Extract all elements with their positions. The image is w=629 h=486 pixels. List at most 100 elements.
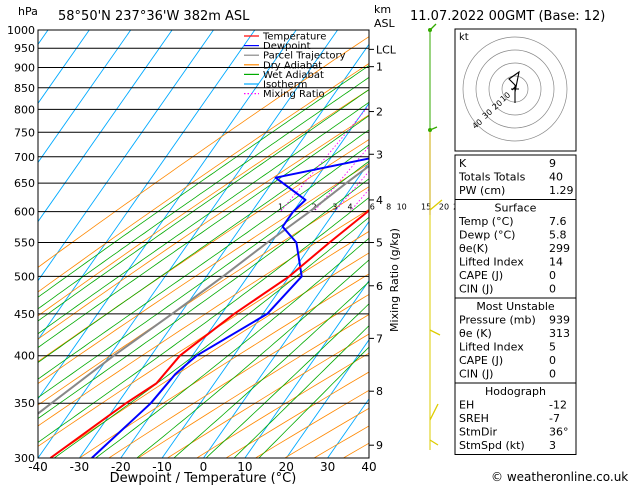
legend-label: Wet Adiabat [263, 70, 324, 81]
datetime-label: 11.07.2022 00GMT (Base: 12) [410, 9, 605, 24]
km-tick-label: 4 [376, 194, 383, 207]
dry-adiabat-line [49, 252, 369, 458]
pressure-tick-label: 1000 [7, 24, 35, 37]
temperature-tick-label: 0 [200, 460, 208, 474]
wind-barb [429, 329, 441, 336]
isotherm-line [120, 102, 369, 458]
wind-profile [428, 23, 443, 450]
isotherm-line [203, 220, 369, 458]
isotherm-line [161, 161, 369, 458]
index-label: PW (cm) [459, 184, 505, 197]
wind-barb [429, 199, 443, 211]
wind-profile-dot [428, 28, 432, 32]
index-label: SREH [459, 412, 489, 425]
parcel-trajectory-line [38, 164, 369, 415]
index-value: -12 [549, 399, 567, 412]
index-label: θe (K) [459, 327, 492, 340]
temperature-tick-label: 10 [237, 460, 252, 474]
index-label: CIN (J) [459, 368, 493, 381]
dry-adiabat-line [38, 208, 369, 427]
pressure-tick-label: 750 [14, 126, 35, 139]
wet-adiabat-line [38, 196, 369, 443]
km-tick-label: 6 [376, 280, 383, 293]
index-value: 0 [549, 283, 556, 296]
km-tick-label: 9 [376, 439, 383, 452]
index-label: CAPE (J) [459, 354, 503, 367]
hodograph-trace [508, 70, 520, 103]
x-axis-label: Dewpoint / Temperature (°C) [110, 471, 297, 486]
pressure-tick-label: 850 [14, 82, 35, 95]
index-label: EH [459, 399, 474, 412]
wet-adiabat-line [38, 76, 369, 310]
pressure-tick-label: 300 [14, 452, 35, 465]
km-tick-label: 8 [376, 385, 383, 398]
isotherm-line [38, 30, 132, 164]
index-value: 14 [549, 256, 563, 269]
index-label: Temp (°C) [458, 215, 514, 228]
temperature-line [49, 209, 369, 458]
legend-label: Dry Adiabat [263, 60, 322, 71]
index-label: Pressure (mb) [459, 314, 536, 327]
index-value: 5.8 [549, 229, 567, 242]
pressure-tick-label: 450 [14, 308, 35, 321]
temperature-tick-labels: -40 -30 -20 -10 0 10 20 30 40 [28, 460, 376, 474]
most-unstable-panel [454, 297, 577, 384]
hodograph-unit-label: kt [459, 32, 469, 43]
mixing-ratio-label: 20 [439, 203, 449, 212]
pressure-tick-labels: 300 350 400 450 500 550 600 650 700 750 800 850 900 9… [7, 24, 35, 465]
index-value: 5 [549, 341, 556, 354]
mixing-ratio-label: 1 [278, 203, 283, 212]
hodograph-ring [488, 62, 542, 116]
mixing-ratio-axis-label: Mixing Ratio (g/kg) [388, 228, 401, 332]
isotherm-line [38, 30, 90, 105]
temperature-tick-label: 40 [361, 460, 376, 474]
index-value: 0 [549, 354, 556, 367]
dry-adiabat-line [38, 186, 369, 406]
sounding-series [38, 157, 369, 458]
index-label: Dewp (°C) [459, 229, 515, 242]
mixing-ratio-line [334, 170, 369, 212]
dry-adiabat-line [167, 333, 369, 458]
hodograph-ring [475, 49, 555, 129]
mixing-ratio-label: 8 [386, 203, 391, 212]
panel-title: Hodograph [485, 385, 546, 398]
temperature-tick-label: 30 [320, 460, 335, 474]
index-label: CAPE (J) [459, 269, 503, 282]
index-value: 7.6 [549, 215, 567, 228]
isotherm-line [0, 30, 7, 458]
index-label: StmDir [459, 426, 498, 439]
km-tick-label: 5 [376, 237, 383, 250]
index-value: 939 [549, 314, 570, 327]
pressure-tick-label: 550 [14, 237, 35, 250]
isotherm-line [38, 30, 173, 223]
wet-adiabat-line [38, 89, 369, 322]
wind-profile-dot [428, 128, 432, 132]
temperature-tick-label: -10 [152, 460, 172, 474]
index-value: 0 [549, 269, 556, 282]
index-label: θe(K) [459, 242, 488, 255]
credit-text: © weatheronline.co.uk [491, 470, 628, 484]
wet-adiabat-line [95, 237, 369, 458]
pressure-tick-label: 950 [14, 42, 35, 55]
isotherm-line [38, 30, 214, 282]
altitude-km-axis: 9 8 7 6 5 4 3 2 1 LCL [368, 30, 397, 458]
temperature-tick-label: -20 [111, 460, 131, 474]
index-label: StmSpd (kt) [459, 439, 525, 452]
wet-adiabat-line [136, 259, 369, 458]
mixing-ratio-label: 3 [332, 203, 337, 212]
index-label: CIN (J) [459, 283, 493, 296]
wet-adiabat-line [173, 281, 369, 458]
wet-adiabat-line [205, 303, 369, 458]
mixing-ratio-label: 4 [348, 203, 353, 212]
km-tick-label: 7 [376, 332, 383, 345]
hpa-label: hPa [18, 5, 38, 18]
index-label: Lifted Index [459, 256, 524, 269]
index-value: 299 [549, 242, 570, 255]
km-tick-label: 3 [376, 148, 383, 161]
hodograph-ring [462, 36, 568, 142]
dry-adiabat-line [137, 314, 369, 458]
dry-adiabat-line [108, 293, 369, 458]
pressure-tick-label: 350 [14, 397, 35, 410]
